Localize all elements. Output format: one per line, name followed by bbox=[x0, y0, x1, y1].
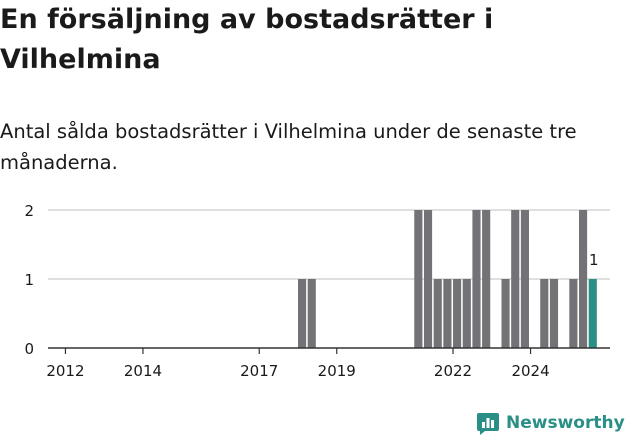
bar bbox=[453, 279, 462, 348]
x-tick-label: 2012 bbox=[46, 362, 84, 380]
newsworthy-chart-icon bbox=[477, 413, 499, 435]
x-tick-label: 2014 bbox=[124, 362, 162, 380]
bar-chart: 0 1 2 2012 2014 2017 2019 2022 2024 1 bbox=[24, 202, 610, 380]
bar bbox=[423, 210, 433, 348]
bar bbox=[297, 279, 307, 348]
bar bbox=[540, 279, 549, 348]
y-axis-labels: 0 1 2 bbox=[24, 202, 34, 358]
newsworthy-logo: Newsworthy bbox=[476, 407, 625, 439]
bar bbox=[472, 210, 481, 348]
bar bbox=[307, 279, 316, 348]
x-axis-ticks: 2012 2014 2017 2019 2022 2024 bbox=[46, 348, 550, 380]
brand-name: Newsworthy bbox=[506, 413, 625, 433]
x-tick-label: 2022 bbox=[434, 362, 472, 380]
x-tick-label: 2024 bbox=[511, 362, 549, 380]
bars bbox=[297, 210, 597, 348]
bar bbox=[482, 210, 491, 348]
chart-subtitle: Antal sålda bostadsrätter i Vilhelmina u… bbox=[0, 120, 577, 174]
chart-title: En försäljning av bostadsrätter i Vilhel… bbox=[0, 4, 494, 75]
y-tick-label: 0 bbox=[24, 340, 34, 358]
y-tick-label: 2 bbox=[24, 202, 34, 220]
data-labels: 1 bbox=[587, 249, 601, 271]
bar bbox=[462, 279, 471, 348]
bar bbox=[549, 279, 559, 348]
bar bbox=[501, 279, 510, 348]
data-label: 1 bbox=[589, 251, 599, 269]
bar-highlight bbox=[588, 279, 597, 348]
bar bbox=[578, 210, 588, 348]
bar bbox=[433, 279, 442, 348]
bar bbox=[569, 279, 578, 348]
bar bbox=[414, 210, 423, 348]
y-tick-label: 1 bbox=[24, 271, 34, 289]
x-tick-label: 2017 bbox=[240, 362, 278, 380]
x-tick-label: 2019 bbox=[318, 362, 356, 380]
bar bbox=[520, 210, 529, 348]
bar bbox=[443, 279, 452, 348]
bar bbox=[511, 210, 520, 348]
